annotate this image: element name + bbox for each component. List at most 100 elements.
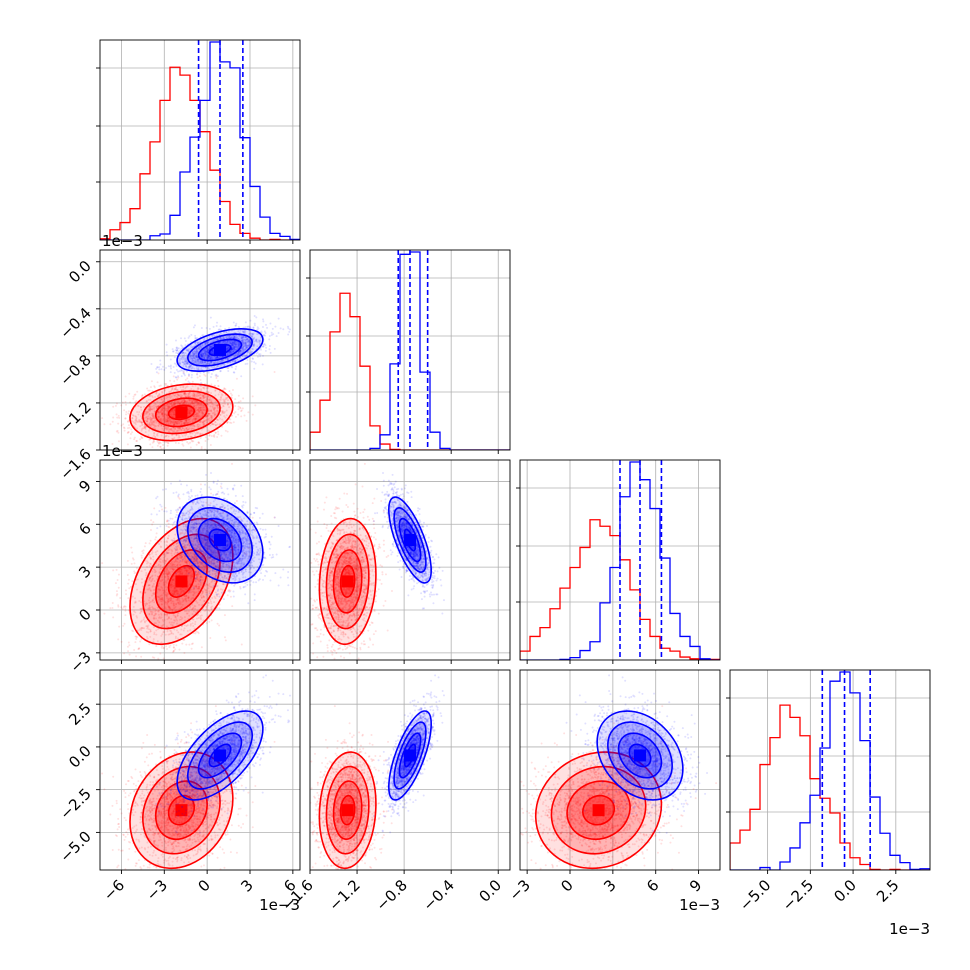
scatter-point [234, 405, 237, 408]
scatter-point [147, 408, 150, 411]
scatter-point [143, 413, 146, 416]
scatter-point [124, 395, 127, 398]
scatter-point [165, 434, 168, 437]
scatter-point [243, 414, 246, 417]
scatter-point [166, 419, 169, 422]
scatter-point [150, 412, 153, 415]
scatter-point [216, 435, 219, 438]
scatter-point [160, 419, 163, 422]
scatter-point [193, 324, 196, 327]
scatter-point [152, 412, 155, 415]
scatter-point [161, 411, 164, 414]
scatter-point [178, 402, 181, 405]
scatter-point [167, 416, 170, 419]
scatter-point [180, 375, 183, 378]
scatter-point [152, 434, 155, 437]
scatter-point [234, 324, 237, 327]
scatter-point [135, 655, 138, 658]
scatter-point [123, 409, 126, 412]
scatter-point [171, 434, 174, 437]
scatter-point [126, 432, 129, 435]
scatter-point [207, 418, 210, 421]
scatter-point [175, 511, 178, 514]
scatter-point [217, 393, 220, 396]
scatter-point [175, 395, 178, 398]
scatter-point [167, 409, 170, 412]
scatter-point [165, 383, 168, 386]
scatter-point [140, 655, 143, 658]
scatter-point [181, 345, 184, 348]
scatter-point [190, 643, 193, 646]
scatter-point [195, 415, 198, 418]
scatter-point [149, 386, 152, 389]
scatter-point [154, 435, 157, 438]
scatter-point [149, 528, 152, 531]
scatter-point [189, 417, 192, 420]
scatter-point [158, 411, 161, 414]
scatter-point [217, 328, 220, 331]
scatter-point [158, 368, 161, 371]
scatter-point [174, 424, 177, 427]
scatter-point [173, 408, 176, 411]
scatter-point [131, 414, 134, 417]
scatter-point [192, 414, 195, 417]
scatter-point [157, 405, 160, 408]
scatter-point [277, 317, 280, 320]
scatter-point [190, 373, 193, 376]
scatter-point [162, 425, 165, 428]
scatter-point [151, 396, 154, 399]
scatter-point [167, 402, 170, 405]
scatter-point [175, 434, 178, 437]
scatter-point [197, 402, 200, 405]
scatter-point [210, 416, 213, 419]
scatter-point [240, 415, 243, 418]
scatter-point [219, 325, 222, 328]
scatter-point [188, 409, 191, 412]
scatter-point [210, 410, 213, 413]
scatter-point [193, 396, 196, 399]
scatter-point [137, 405, 140, 408]
scatter-point [137, 413, 140, 416]
scatter-point [208, 327, 211, 330]
scatter-point [187, 421, 190, 424]
scatter-point [226, 396, 229, 399]
scatter-point [139, 406, 142, 409]
scatter-point [286, 325, 289, 328]
scatter-point [171, 517, 174, 520]
scatter-point [250, 360, 253, 363]
scatter-point [136, 427, 139, 430]
scatter-point [206, 398, 209, 401]
scatter-point [165, 419, 168, 422]
scatter-point [115, 430, 118, 433]
scatter-point [163, 420, 166, 423]
scatter-point [218, 423, 221, 426]
scatter-point [169, 421, 172, 424]
scatter-point [265, 346, 268, 349]
scatter-point [163, 397, 166, 400]
scatter-point [177, 394, 180, 397]
scatter-point [117, 422, 120, 425]
scatter-point [201, 334, 204, 337]
scatter-point [214, 431, 217, 434]
scatter-point [158, 393, 161, 396]
scatter-point [152, 440, 155, 443]
scatter-point [155, 407, 158, 410]
scatter-point [257, 353, 260, 356]
scatter-point [225, 396, 228, 399]
scatter-point [201, 412, 204, 415]
scatter-point [216, 404, 219, 407]
scatter-point [210, 375, 213, 378]
scatter-point [163, 408, 166, 411]
scatter-point [161, 412, 164, 415]
scatter-point [183, 421, 186, 424]
scatter-point [261, 363, 264, 366]
scatter-point [157, 415, 160, 418]
scatter-point [145, 400, 148, 403]
scatter-point [153, 417, 156, 420]
scatter-point [158, 423, 161, 426]
scatter-point [180, 396, 183, 399]
scatter-point [176, 378, 179, 381]
scatter-point [172, 424, 175, 427]
scatter-point [239, 406, 242, 409]
scatter-point [139, 415, 142, 418]
